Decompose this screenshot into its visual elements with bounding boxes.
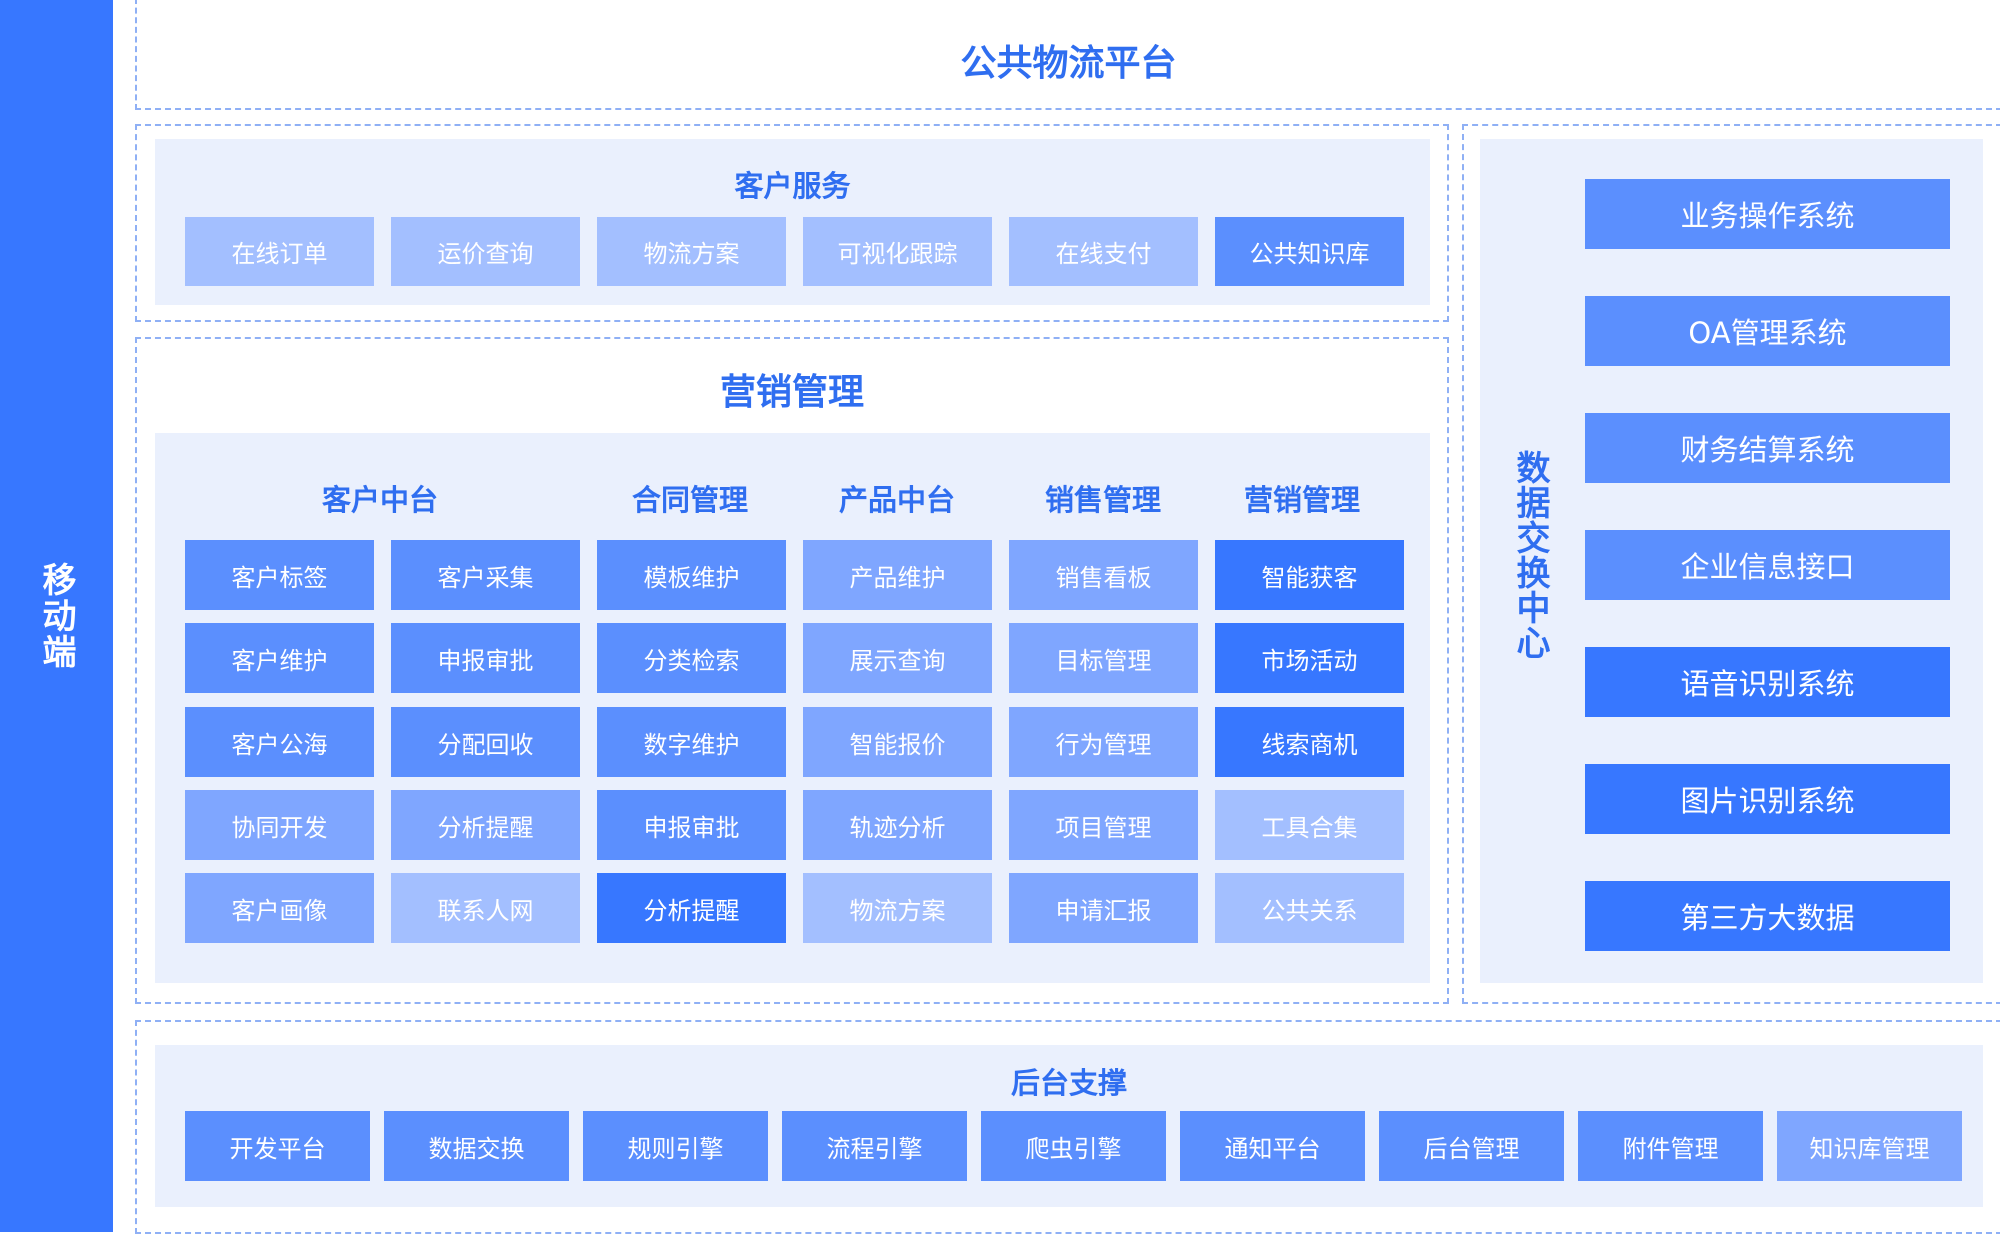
module-tile[interactable]: 协同开发 (185, 790, 374, 860)
column-header: 合同管理 (631, 483, 748, 517)
sidebar-label: 移动端 (36, 562, 76, 670)
module-tile[interactable]: 产品维护 (803, 540, 992, 610)
module-tile[interactable]: 流程引擎 (782, 1111, 967, 1181)
module-tile[interactable]: 在线支付 (1009, 217, 1198, 286)
module-tile[interactable]: 市场活动 (1215, 623, 1404, 693)
module-tile[interactable]: 销售看板 (1009, 540, 1198, 610)
data-exchange-box (1462, 124, 2000, 1004)
module-tile[interactable]: 智能报价 (803, 707, 992, 777)
mobile-sidebar: 移动端 (0, 0, 113, 1232)
module-tile[interactable]: 财务结算系统 (1585, 413, 1950, 483)
module-tile[interactable]: 物流方案 (597, 217, 786, 286)
module-tile[interactable]: 项目管理 (1009, 790, 1198, 860)
module-tile[interactable]: 数据交换 (384, 1111, 569, 1181)
data-exchange-title: 数据交换中心 (1510, 450, 1550, 660)
module-tile[interactable]: 公共知识库 (1215, 217, 1404, 286)
module-tile[interactable]: 客户公海 (185, 707, 374, 777)
module-tile[interactable]: 智能获客 (1215, 540, 1404, 610)
module-tile[interactable]: 知识库管理 (1777, 1111, 1962, 1181)
module-tile[interactable]: 分配回收 (391, 707, 580, 777)
module-tile[interactable]: 行为管理 (1009, 707, 1198, 777)
module-tile[interactable]: 企业信息接口 (1585, 530, 1950, 600)
module-tile[interactable]: 数字维护 (597, 707, 786, 777)
page-title: 公共物流平台 (960, 43, 1177, 84)
customer-service-box (135, 124, 1449, 322)
backend-title: 后台支撑 (1010, 1066, 1127, 1100)
module-tile[interactable]: 公共关系 (1215, 873, 1404, 943)
module-tile[interactable]: 客户采集 (391, 540, 580, 610)
module-tile[interactable]: 申请汇报 (1009, 873, 1198, 943)
module-tile[interactable]: 图片识别系统 (1585, 764, 1950, 834)
module-tile[interactable]: 申报审批 (391, 623, 580, 693)
module-tile[interactable]: OA管理系统 (1585, 296, 1950, 366)
module-tile[interactable]: 运价查询 (391, 217, 580, 286)
module-tile[interactable]: 目标管理 (1009, 623, 1198, 693)
module-tile[interactable]: 可视化跟踪 (803, 217, 992, 286)
module-tile[interactable]: 规则引擎 (583, 1111, 768, 1181)
module-tile[interactable]: 客户标签 (185, 540, 374, 610)
module-tile[interactable]: 语音识别系统 (1585, 647, 1950, 717)
module-tile[interactable]: 分类检索 (597, 623, 786, 693)
module-tile[interactable]: 分析提醒 (597, 873, 786, 943)
customer-service-items: 在线订单 运价查询 物流方案 可视化跟踪 在线支付 公共知识库 (185, 217, 1404, 286)
module-tile[interactable]: 联系人网 (391, 873, 580, 943)
module-tile[interactable]: 客户画像 (185, 873, 374, 943)
module-tile[interactable]: 轨迹分析 (803, 790, 992, 860)
module-tile[interactable]: 工具合集 (1215, 790, 1404, 860)
column-header: 销售管理 (1044, 483, 1161, 517)
module-tile[interactable]: 物流方案 (803, 873, 992, 943)
header-box: 公共物流平台 (135, 0, 2000, 110)
module-tile[interactable]: 后台管理 (1379, 1111, 1564, 1181)
customer-service-title: 客户服务 (734, 169, 851, 203)
module-tile[interactable]: 客户维护 (185, 623, 374, 693)
column-header: 营销管理 (1243, 483, 1360, 517)
module-tile[interactable]: 线索商机 (1215, 707, 1404, 777)
module-tile[interactable]: 展示查询 (803, 623, 992, 693)
backend-items: 开发平台 数据交换 规则引擎 流程引擎 爬虫引擎 通知平台 后台管理 附件管理 知识库管理 (185, 1111, 1962, 1181)
column-header: 客户中台 (321, 483, 438, 517)
module-tile[interactable]: 通知平台 (1180, 1111, 1365, 1181)
marketing-box: 营销管理 (135, 337, 1449, 1004)
marketing-title: 营销管理 (719, 372, 864, 413)
module-tile[interactable]: 开发平台 (185, 1111, 370, 1181)
module-tile[interactable]: 第三方大数据 (1585, 881, 1950, 951)
module-tile[interactable]: 在线订单 (185, 217, 374, 286)
module-tile[interactable]: 爬虫引擎 (981, 1111, 1166, 1181)
module-tile[interactable]: 模板维护 (597, 540, 786, 610)
module-tile[interactable]: 申报审批 (597, 790, 786, 860)
module-tile[interactable]: 分析提醒 (391, 790, 580, 860)
module-tile[interactable]: 业务操作系统 (1585, 179, 1950, 249)
module-tile[interactable]: 附件管理 (1578, 1111, 1763, 1181)
column-header: 产品中台 (838, 483, 955, 517)
